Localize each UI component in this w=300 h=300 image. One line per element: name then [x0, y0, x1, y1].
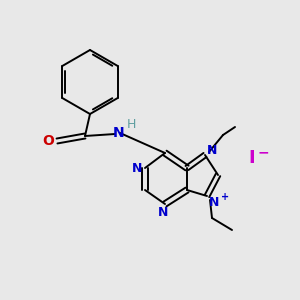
Text: N: N [113, 126, 125, 140]
Text: N: N [209, 196, 219, 209]
Text: N: N [207, 143, 217, 157]
Text: I: I [249, 149, 255, 167]
Text: +: + [221, 192, 229, 202]
Text: O: O [42, 134, 54, 148]
Text: −: − [257, 145, 269, 159]
Text: N: N [132, 161, 142, 175]
Text: N: N [158, 206, 168, 220]
Text: H: H [126, 118, 136, 131]
